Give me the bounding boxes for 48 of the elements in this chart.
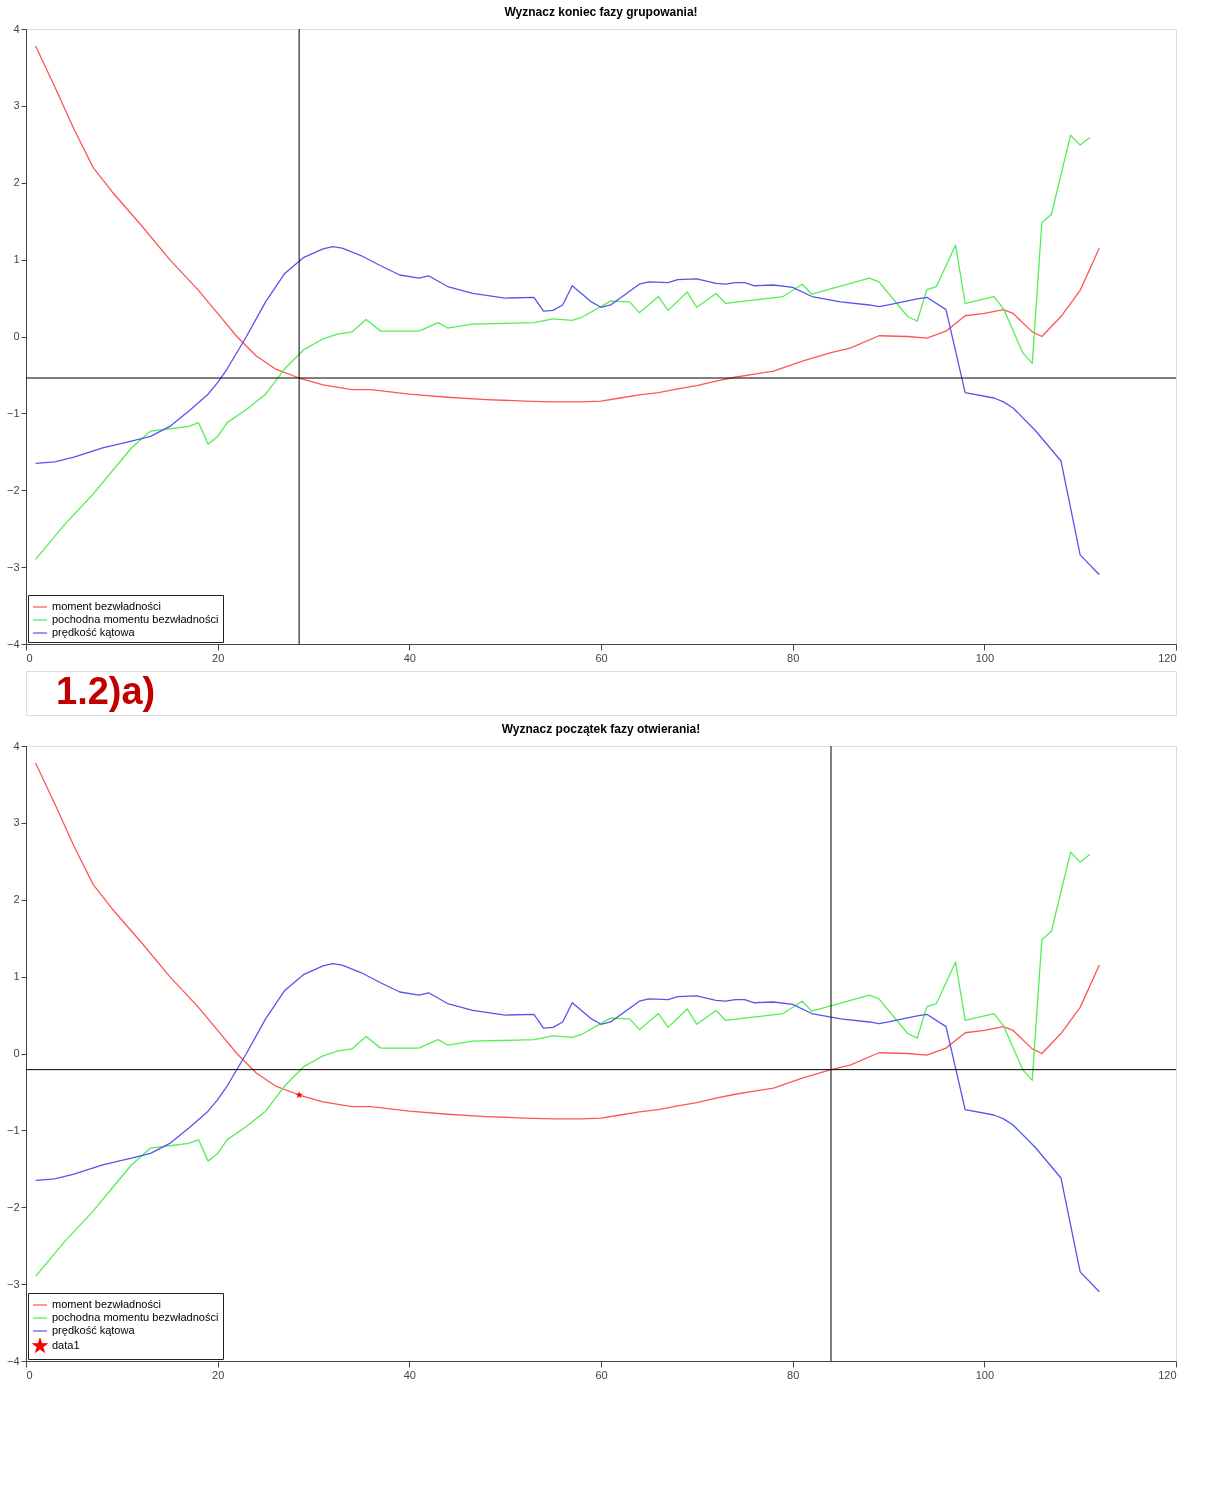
legend-label: data1 <box>52 1339 80 1351</box>
legend-label: pochodna momentu bezwładności <box>52 613 219 625</box>
y-tick-label: 2 <box>13 893 20 906</box>
x-tick-label: 0 <box>26 651 33 664</box>
y-tick-label: −2 <box>6 1200 20 1213</box>
x-tick-label: 20 <box>212 651 225 664</box>
x-tick-label: 60 <box>595 651 608 664</box>
y-tick-label: 1 <box>13 253 20 266</box>
y-tick-label: 1 <box>13 970 20 983</box>
chart-title: Wyznacz koniec fazy grupowania! <box>504 5 698 19</box>
y-tick-label: 4 <box>13 22 20 35</box>
line-series <box>34 962 1100 1293</box>
y-tick-label: −1 <box>6 406 20 419</box>
line-series <box>34 245 1100 576</box>
y-tick-label: 0 <box>13 330 20 342</box>
y-tick-label: 3 <box>13 99 20 112</box>
y-tick-label: −1 <box>6 1123 20 1136</box>
y-tick-label: −3 <box>6 1277 20 1290</box>
legend-label: moment bezwładności <box>52 600 161 612</box>
text: 1.2)a) <box>56 670 156 712</box>
y-tick-label: 3 <box>13 816 20 829</box>
legend-label: moment bezwładności <box>52 1298 161 1310</box>
line-series <box>34 851 1091 1278</box>
y-tick-label: 4 <box>13 739 20 752</box>
x-tick-label: 40 <box>403 651 416 664</box>
x-tick-label: 40 <box>403 1368 416 1381</box>
x-tick-label: 120 <box>1158 1368 1177 1381</box>
x-tick-label: 120 <box>1158 651 1177 664</box>
line-series <box>34 45 1100 403</box>
y-tick-label: 0 <box>13 1047 20 1059</box>
x-tick-label: 80 <box>787 651 800 664</box>
x-tick-label: 100 <box>975 651 995 664</box>
x-tick-label: 0 <box>26 1368 33 1381</box>
legend-label: prędkość kątowa <box>52 1324 136 1336</box>
legend-label: pochodna momentu bezwładności <box>52 1311 219 1323</box>
x-tick-label: 20 <box>212 1368 225 1381</box>
x-tick-label: 60 <box>595 1368 608 1381</box>
chart-title: Wyznacz początek fazy otwierania! <box>501 722 701 736</box>
y-tick-label: −4 <box>6 1354 20 1367</box>
y-tick-label: −3 <box>6 560 20 573</box>
y-tick-label: −2 <box>6 483 20 496</box>
x-tick-label: 100 <box>975 1368 995 1381</box>
y-tick-label: −4 <box>6 637 20 650</box>
line-series <box>34 134 1091 561</box>
x-tick-label: 80 <box>787 1368 800 1381</box>
y-tick-label: 2 <box>13 176 20 189</box>
legend-label: prędkość kątowa <box>52 626 136 638</box>
line-series <box>34 762 1100 1120</box>
